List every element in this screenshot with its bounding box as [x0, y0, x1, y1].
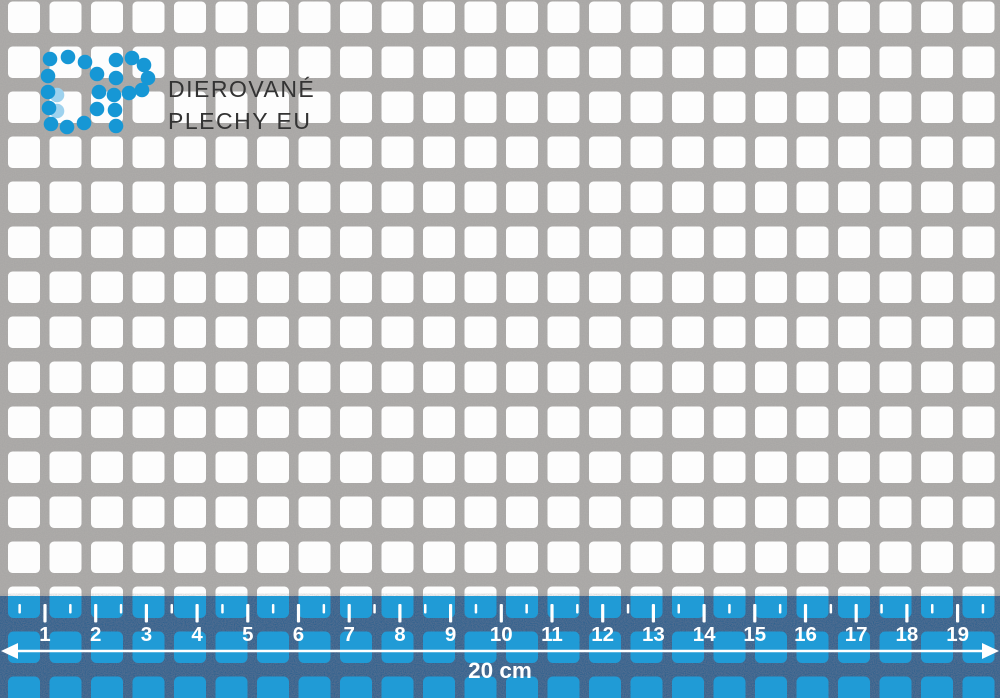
ruler-number: 19 — [946, 623, 969, 646]
logo-dot — [77, 54, 93, 70]
ruler-tick-major — [803, 604, 808, 623]
ruler-number: 8 — [394, 623, 405, 646]
ruler-number: 2 — [90, 623, 101, 646]
ruler-tick-minor — [880, 604, 883, 614]
ruler-tick-minor — [271, 604, 275, 614]
ruler-tick-major — [651, 604, 655, 623]
logo-dot — [40, 68, 56, 84]
ruler-tick-minor — [373, 604, 376, 614]
logo-dot — [89, 66, 105, 82]
ruler-number: 17 — [845, 623, 868, 646]
ruler-tick-major — [43, 604, 47, 623]
ruler-tick-minor — [69, 604, 72, 614]
ruler-arrowhead-left-icon — [1, 643, 18, 659]
ruler-tick-minor — [576, 604, 579, 614]
logo-dot — [107, 102, 123, 118]
ruler-tick-major — [144, 604, 148, 623]
ruler-tick-major — [854, 604, 858, 623]
ruler-tick-minor — [474, 604, 478, 614]
ruler-number: 6 — [293, 623, 304, 646]
logo-dot — [76, 115, 92, 131]
ruler-tick-minor — [728, 604, 731, 614]
ruler-tick-major — [550, 604, 554, 623]
logo-dot — [42, 51, 58, 67]
ruler-marks: 1 2 3 4 5 6 7 8 9 10 11 12 13 14 15 16 17 18 19 — [18, 604, 985, 646]
logo-dot — [59, 119, 75, 135]
ruler-tick-minor — [525, 604, 528, 614]
logo-dot — [108, 70, 124, 86]
ruler-tick-minor — [677, 604, 680, 614]
ruler-tick-minor — [221, 604, 224, 614]
ruler-number: 5 — [242, 623, 253, 646]
ruler-tick-major — [347, 604, 351, 623]
logo-dot — [140, 70, 156, 86]
logo-dot — [40, 84, 56, 100]
ruler-tick-minor — [626, 604, 630, 614]
logo-dot — [91, 84, 107, 100]
ruler-tick-major — [499, 604, 503, 623]
logo-dot — [60, 49, 76, 65]
ruler-tick-minor — [778, 604, 782, 614]
ruler: 1 2 3 4 5 6 7 8 9 10 11 12 13 14 15 16 17 18 19 20 cm — [0, 596, 1000, 698]
ruler-number: 15 — [743, 623, 766, 646]
ruler-tick-major — [753, 604, 757, 623]
logo-dot — [108, 52, 124, 68]
ruler-tick-major — [398, 604, 402, 623]
ruler-number: 12 — [591, 623, 614, 646]
ruler-tick-major — [956, 604, 960, 623]
logo-dot — [43, 116, 59, 132]
ruler-number: 7 — [343, 623, 354, 646]
logo-dot — [134, 82, 150, 98]
logo-line2: PLECHY EU — [168, 108, 311, 134]
ruler-arrowhead-right-icon — [982, 643, 999, 659]
logo-dot — [106, 87, 122, 103]
ruler-tick-major — [94, 604, 98, 623]
ruler-number: 9 — [445, 623, 456, 646]
ruler-tick-minor — [18, 604, 21, 614]
ruler-tick-minor — [170, 604, 173, 614]
ruler-tick-minor — [119, 604, 123, 614]
logo-dot — [136, 57, 152, 73]
ruler-arrow — [1, 643, 999, 659]
ruler-number: 14 — [693, 623, 716, 646]
ruler-tick-minor — [424, 604, 427, 614]
ruler-number: 4 — [191, 623, 203, 646]
logo-line1: DIEROVANÉ — [168, 76, 315, 102]
ruler-tick-major — [195, 604, 199, 623]
logo-dot — [124, 50, 140, 66]
ruler-tick-minor — [981, 604, 985, 614]
logo-dot — [108, 118, 124, 134]
ruler-tick-major — [905, 604, 909, 623]
ruler-number: 11 — [541, 623, 563, 646]
logo-dot — [121, 85, 137, 101]
ruler-tick-major — [246, 604, 250, 623]
ruler-number: 18 — [895, 623, 918, 646]
logo: DIEROVANÉ PLECHY EU — [40, 49, 315, 135]
ruler-tick-major — [601, 604, 605, 623]
ruler-tick-minor — [322, 604, 326, 614]
ruler-number: 16 — [794, 623, 817, 646]
ruler-tick-major — [449, 604, 453, 623]
logo-dot — [41, 100, 57, 116]
ruler-tick-major — [296, 604, 301, 623]
ruler-number: 13 — [642, 623, 665, 646]
ruler-span-label: 20 cm — [468, 658, 532, 683]
logo-dot — [89, 101, 105, 117]
ruler-tick-minor — [829, 604, 833, 614]
ruler-number: 1 — [39, 623, 50, 646]
logo-dp-monogram — [40, 49, 156, 135]
ruler-tick-minor — [931, 604, 934, 614]
ruler-number: 10 — [490, 623, 513, 646]
ruler-tick-major — [702, 604, 706, 623]
ruler-number: 3 — [141, 623, 152, 646]
